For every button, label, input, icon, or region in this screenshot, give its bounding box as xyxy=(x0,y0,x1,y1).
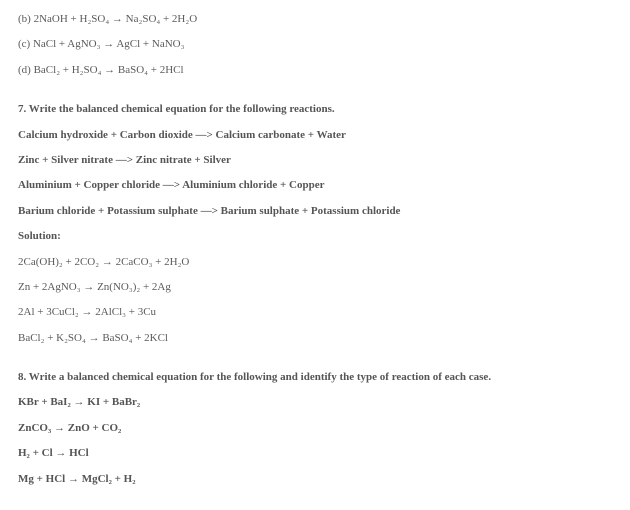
q7-reaction-3: Aluminium + Copper chloride —> Aluminium… xyxy=(18,178,612,193)
q8-reaction-3: H₂ + Cl → HCl xyxy=(18,446,612,461)
q7-solution-1: 2Ca(OH)₂ + 2CO₂ → 2CaCO₃ + 2H₂O xyxy=(18,255,612,270)
q8-reaction-1: KBr + BaI₂ → KI + BaBr₂ xyxy=(18,395,612,410)
q7-reaction-1: Calcium hydroxide + Carbon dioxide —> Ca… xyxy=(18,128,612,143)
solution-label: Solution: xyxy=(18,229,612,244)
q7-reaction-4: Barium chloride + Potassium sulphate —> … xyxy=(18,204,612,219)
q8-reaction-4: Mg + HCl → MgCl₂ + H₂ xyxy=(18,472,612,487)
q7-solution-2: Zn + 2AgNO₃ → Zn(NO₃)₂ + 2Ag xyxy=(18,280,612,295)
question-7-title: 7. Write the balanced chemical equation … xyxy=(18,102,612,117)
q7-solution-3: 2Al + 3CuCl₂ → 2AlCl₃ + 3Cu xyxy=(18,305,612,320)
q7-solution-4: BaCl₂ + K₂SO₄ → BaSO₄ + 2KCl xyxy=(18,331,612,346)
equation-b: (b) 2NaOH + H₂SO₄ → Na₂SO₄ + 2H₂O xyxy=(18,12,612,27)
equation-d: (d) BaCl₂ + H₂SO₄ → BaSO₄ + 2HCl xyxy=(18,63,612,78)
equation-c: (c) NaCl + AgNO₃ → AgCl + NaNO₃ xyxy=(18,37,612,52)
question-8-title: 8. Write a balanced chemical equation fo… xyxy=(18,370,612,385)
q8-reaction-2: ZnCO₃ → ZnO + CO₂ xyxy=(18,421,612,436)
q7-reaction-2: Zinc + Silver nitrate —> Zinc nitrate + … xyxy=(18,153,612,168)
